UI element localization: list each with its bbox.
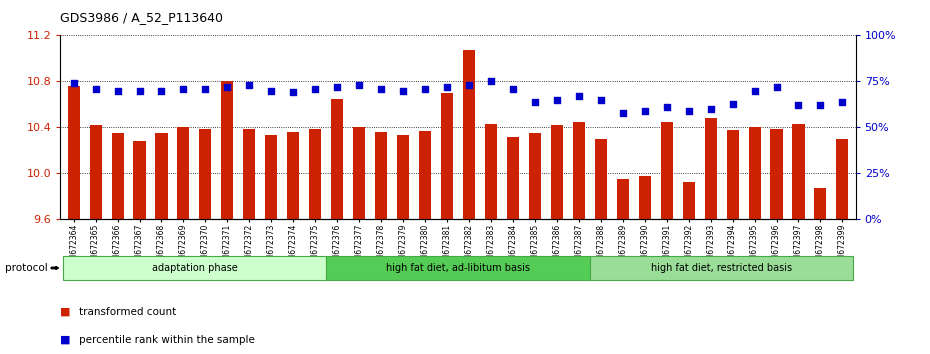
Point [637, 108, 652, 114]
Point [418, 86, 432, 92]
Text: ■: ■ [60, 335, 74, 345]
Bar [309, 129, 321, 219]
Bar [836, 139, 848, 219]
Bar [726, 130, 738, 219]
Point [176, 86, 191, 92]
Point [110, 88, 125, 93]
Point [88, 86, 103, 92]
Point [374, 86, 389, 92]
Bar [326, 256, 590, 280]
Text: protocol: protocol [5, 263, 47, 273]
Point [813, 103, 828, 108]
Bar [353, 127, 365, 219]
Text: transformed count: transformed count [79, 307, 177, 316]
Bar [617, 179, 629, 219]
Point [571, 93, 586, 99]
Point [725, 101, 740, 106]
Bar [507, 137, 519, 219]
Point [352, 82, 366, 88]
Bar [792, 124, 804, 219]
Text: GDS3986 / A_52_P113640: GDS3986 / A_52_P113640 [60, 11, 223, 24]
Point [286, 90, 300, 95]
Point [769, 84, 784, 90]
Text: high fat diet, ad-libitum basis: high fat diet, ad-libitum basis [386, 263, 530, 273]
Bar [639, 176, 651, 219]
Point [330, 84, 345, 90]
Bar [815, 188, 827, 219]
Point [681, 108, 696, 114]
Bar [683, 182, 695, 219]
Bar [287, 132, 299, 219]
Point [527, 99, 542, 104]
Bar [749, 127, 761, 219]
Bar [375, 132, 387, 219]
Point [484, 79, 498, 84]
Point [66, 80, 81, 86]
Point [550, 97, 565, 103]
Text: ■: ■ [60, 307, 74, 316]
Bar [463, 50, 475, 219]
Bar [62, 256, 326, 280]
Point [616, 110, 631, 115]
Point [440, 84, 455, 90]
Bar [178, 127, 190, 219]
Bar [485, 124, 497, 219]
Bar [705, 118, 717, 219]
Bar [419, 131, 432, 219]
Bar [199, 129, 211, 219]
Point [198, 86, 213, 92]
Point [264, 88, 279, 93]
Bar [573, 122, 585, 219]
Point [835, 99, 850, 104]
Bar [244, 129, 256, 219]
Point [747, 88, 762, 93]
Point [220, 84, 235, 90]
Point [395, 88, 410, 93]
Bar [595, 139, 607, 219]
Point [308, 86, 323, 92]
Bar [89, 125, 101, 219]
Point [132, 88, 147, 93]
Text: high fat diet, restricted basis: high fat diet, restricted basis [651, 263, 792, 273]
Point [791, 103, 806, 108]
Bar [660, 122, 672, 219]
Bar [331, 99, 343, 219]
Bar [590, 256, 854, 280]
Bar [441, 93, 453, 219]
Point [703, 106, 718, 112]
Text: adaptation phase: adaptation phase [152, 263, 237, 273]
Bar [265, 136, 277, 219]
Bar [770, 129, 782, 219]
Point [461, 82, 476, 88]
Bar [397, 136, 409, 219]
Bar [155, 133, 167, 219]
Bar [221, 81, 233, 219]
Bar [134, 141, 146, 219]
Point [242, 82, 257, 88]
Point [593, 97, 608, 103]
Point [154, 88, 169, 93]
Point [659, 104, 674, 110]
Text: percentile rank within the sample: percentile rank within the sample [79, 335, 255, 345]
Bar [112, 133, 124, 219]
Point [506, 86, 521, 92]
Bar [529, 133, 541, 219]
Bar [551, 125, 563, 219]
Bar [68, 86, 80, 219]
